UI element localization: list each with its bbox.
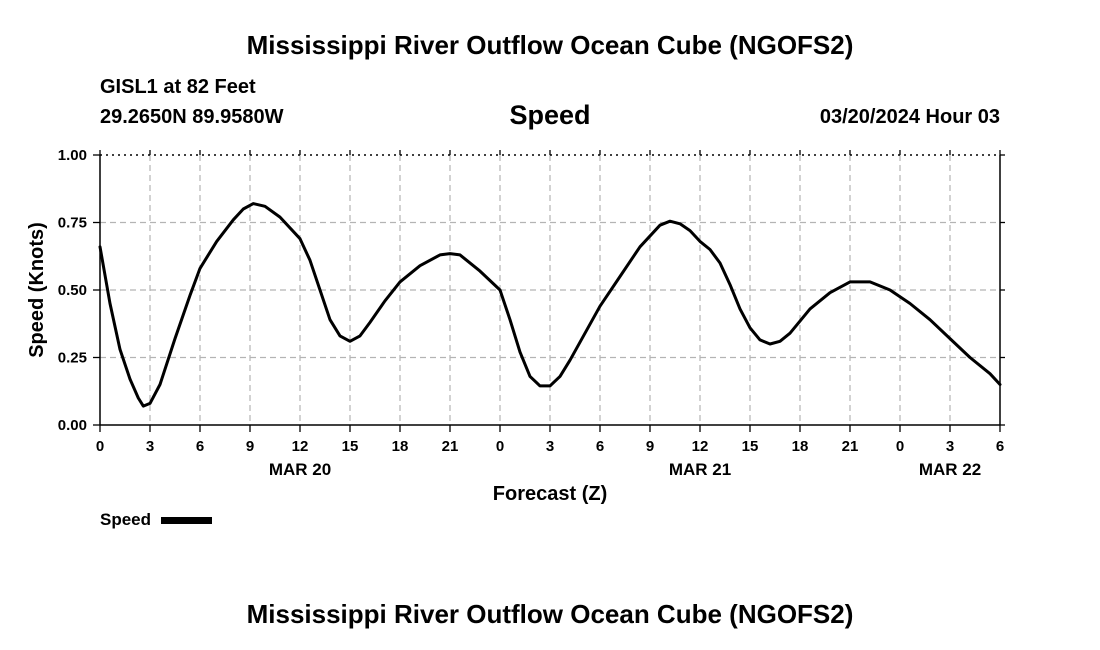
y-tick-label: 0.00	[58, 417, 87, 434]
x-tick-label: 9	[646, 438, 654, 455]
legend-swatch	[161, 517, 212, 524]
x-tick-label: 12	[692, 438, 709, 455]
series-layer	[98, 202, 1002, 408]
chart-subtitle: Speed	[509, 100, 591, 130]
x-tick-label: 0	[96, 438, 104, 455]
legend: Speed	[100, 510, 212, 529]
x-tick-label: 3	[946, 438, 954, 455]
station-coordinates: 29.2650N 89.9580W	[100, 106, 284, 128]
y-tick-label: 0.25	[58, 350, 87, 367]
x-axis-label: Forecast (Z)	[493, 483, 607, 505]
x-tick-label: 15	[342, 438, 359, 455]
y-tick-label: 1.00	[58, 147, 87, 164]
footer-title: Mississippi River Outflow Ocean Cube (NG…	[246, 599, 854, 629]
date-label: MAR 21	[669, 460, 731, 479]
forecast-datetime: 03/20/2024 Hour 03	[819, 106, 1000, 128]
x-tick-label: 21	[442, 438, 459, 455]
x-tick-label: 6	[196, 438, 204, 455]
x-tick-label: 3	[146, 438, 154, 455]
axis-ticks: 0 3 6 9 12 15 18 21 0 3 6 9 12 15 18 21 0 3 6 MAR 20 MAR 21 M…	[58, 147, 1005, 479]
date-label: MAR 20	[269, 460, 331, 479]
page-title: Mississippi River Outflow Ocean Cube (NG…	[246, 30, 854, 60]
x-tick-label: 21	[842, 438, 859, 455]
legend-label: Speed	[100, 510, 151, 529]
x-tick-label: 6	[996, 438, 1004, 455]
y-tick-label: 0.50	[58, 282, 87, 299]
x-tick-label: 15	[742, 438, 759, 455]
x-tick-label: 18	[392, 438, 409, 455]
x-tick-label: 0	[496, 438, 504, 455]
y-axis-label: Speed (Knots)	[26, 222, 48, 358]
speed-series-line	[98, 202, 1002, 408]
x-tick-label: 6	[596, 438, 604, 455]
x-tick-label: 12	[292, 438, 309, 455]
date-label: MAR 22	[919, 460, 981, 479]
grid-lines	[100, 154, 1000, 425]
y-tick-label: 0.75	[58, 215, 87, 232]
x-tick-label: 18	[792, 438, 809, 455]
station-label: GISL1 at 82 Feet	[100, 76, 256, 98]
x-tick-label: 0	[896, 438, 904, 455]
x-tick-label: 9	[246, 438, 254, 455]
x-tick-label: 3	[546, 438, 554, 455]
